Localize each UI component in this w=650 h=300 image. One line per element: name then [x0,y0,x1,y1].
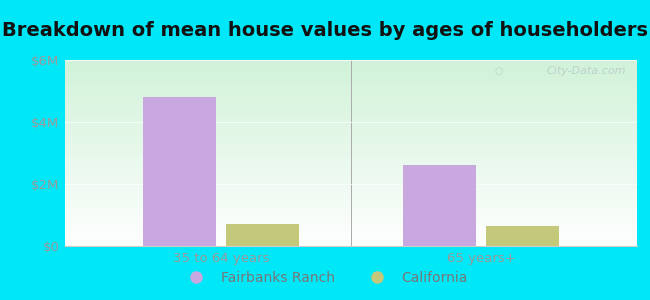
Bar [486,226,559,246]
Legend: Fairbanks Ranch, California: Fairbanks Ranch, California [177,265,473,290]
Text: City-Data.com: City-Data.com [546,66,625,76]
Bar [403,165,476,246]
Bar [226,224,299,246]
Bar [143,97,216,246]
Text: ○: ○ [494,66,502,76]
Text: Breakdown of mean house values by ages of householders: Breakdown of mean house values by ages o… [2,21,648,40]
